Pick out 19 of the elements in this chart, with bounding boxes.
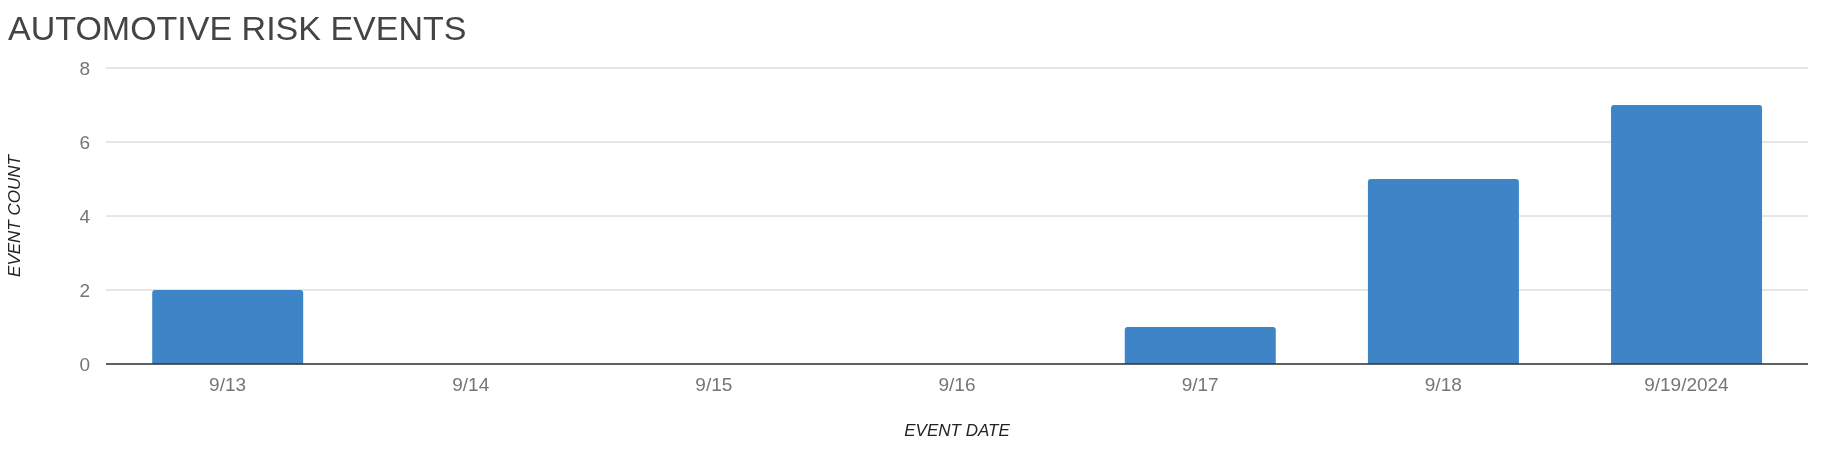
y-axis-title: EVENT COUNT — [5, 153, 25, 277]
bar — [152, 290, 304, 364]
y-tick-label: 0 — [79, 353, 90, 375]
bar — [1611, 105, 1763, 364]
bar — [1124, 327, 1276, 364]
x-tick-label: 9/17 — [1181, 374, 1219, 396]
y-tick-label: 6 — [79, 131, 90, 153]
x-tick-label: 9/15 — [695, 374, 733, 396]
x-tick-label: 9/19/2024 — [1644, 374, 1730, 396]
y-tick-label: 2 — [79, 279, 90, 301]
y-tick-label: 4 — [79, 205, 91, 227]
y-tick-label: 8 — [79, 57, 90, 79]
x-tick-label: 9/18 — [1424, 374, 1462, 396]
x-tick-label: 9/14 — [452, 374, 490, 396]
x-tick-label: 9/16 — [938, 374, 976, 396]
chart-title: AUTOMOTIVE RISK EVENTS — [8, 8, 468, 49]
x-tick-label: 9/13 — [209, 374, 247, 396]
bar — [1367, 179, 1519, 364]
x-axis-title: EVENT DATE — [904, 421, 1011, 440]
